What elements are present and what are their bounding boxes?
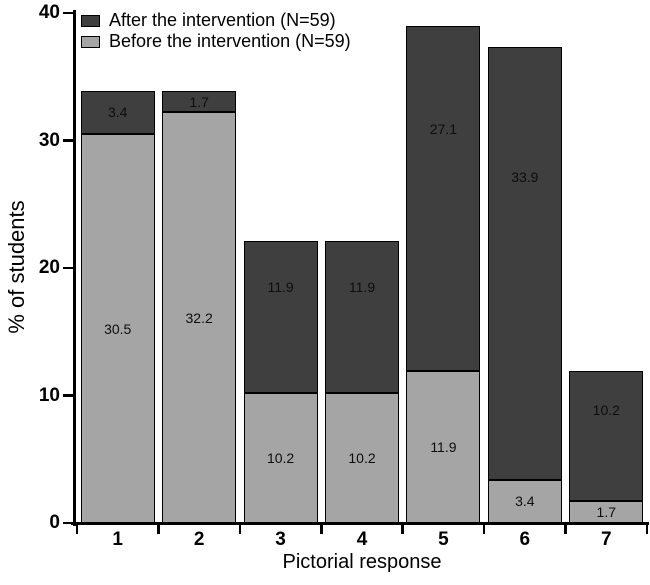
bar-segment-after [80,90,155,135]
x-tick-mark [645,525,649,534]
bar-value-before: 11.9 [430,439,457,456]
bar-value-before: 1.7 [596,504,617,521]
bar-value-before: 3.4 [515,493,535,510]
y-tick-mark [63,139,73,142]
bar-segment-after [162,90,237,113]
bar-segment-before [569,501,644,523]
bar-segment-before [325,392,399,523]
bar-segment-before [406,371,481,523]
y-tick-mark [63,11,73,15]
x-category-label: 2 [193,529,205,550]
legend-label: After the intervention (N=59) [109,10,336,30]
bar-segment-after [406,25,481,372]
x-category-label: 6 [519,529,531,550]
bar-segment-after [325,241,399,393]
bar-value-before: 32.2 [185,309,213,326]
bar-value-after: 3.4 [107,104,128,121]
x-tick-mark [564,525,567,534]
legend-entry: After the intervention (N=59) [81,10,351,31]
y-tick-mark [63,394,73,397]
bar-segment-after [243,241,318,393]
x-tick-mark [157,525,160,534]
y-tick-label: 0 [49,512,60,533]
x-tick-mark [320,525,323,534]
bar-segment-before [80,134,155,523]
x-tick-mark [238,525,242,534]
x-axis-line [71,522,649,525]
bar-value-after: 11.9 [267,278,294,295]
x-category-label: 4 [356,529,368,550]
y-tick-label: 30 [38,129,60,151]
x-tick-mark [482,525,486,534]
x-category-label: 7 [600,529,612,550]
bar-segment-before [162,112,237,523]
y-tick-label: 10 [38,384,60,406]
legend-entry: Before the intervention (N=59) [81,31,351,52]
x-axis-title: Pictorial response [282,551,442,573]
y-axis-line [72,10,76,526]
bar-value-after: 11.9 [348,278,376,295]
bar-segment-after [569,371,644,502]
x-tick-mark [401,525,404,534]
bar-value-after: 33.9 [511,169,539,186]
bar-segment-after [487,47,562,480]
bar-segment-before [243,392,318,523]
bar-value-after: 10.2 [592,402,620,419]
x-category-label: 3 [275,529,286,550]
y-tick-mark [63,521,73,525]
bar-segment-before [487,479,562,523]
legend-swatch-icon [81,14,100,27]
bar-value-after: 1.7 [189,93,209,110]
legend-swatch-icon [81,35,100,48]
y-tick-label: 20 [38,257,60,278]
bar-value-before: 10.2 [348,449,376,466]
bar-value-before: 10.2 [266,449,295,466]
bar-value-before: 30.5 [104,320,132,337]
x-category-label: 5 [438,529,449,550]
y-tick-label: 40 [38,2,60,23]
bar-value-after: 27.1 [429,121,458,138]
x-tick-mark [75,525,79,534]
legend-label: Before the intervention (N=59) [109,31,351,51]
x-category-label: 1 [112,529,123,550]
y-tick-mark [63,266,73,270]
legend: After the intervention (N=59) Before the … [81,10,351,52]
